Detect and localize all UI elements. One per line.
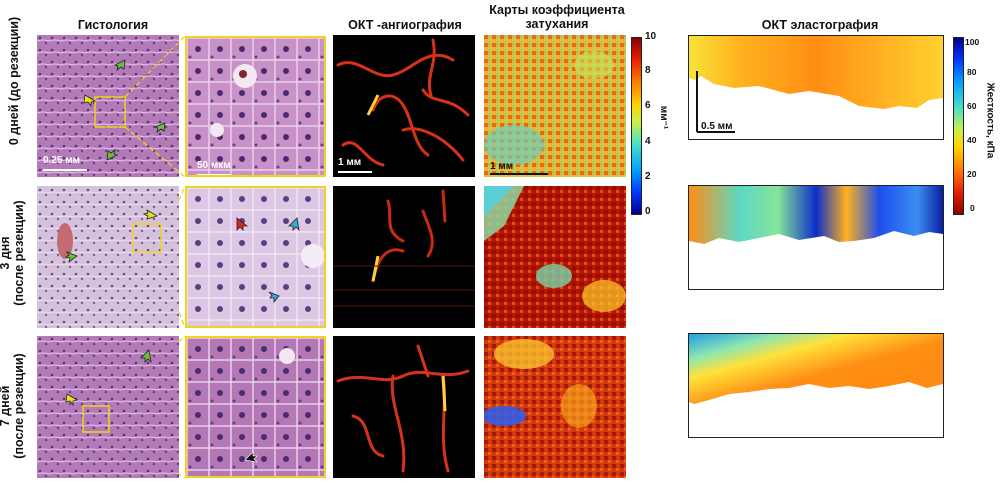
green-arrow bbox=[140, 349, 152, 364]
angiography-day0: 1 мм bbox=[333, 35, 475, 177]
attenuation-day7 bbox=[484, 336, 626, 478]
zoom-frame bbox=[82, 405, 110, 433]
histology-low-day7-image bbox=[37, 336, 179, 478]
elastography-day3-image bbox=[689, 186, 943, 244]
stiff-tick: 60 bbox=[967, 101, 977, 111]
scalebar-histology-high: 50 мкм bbox=[197, 160, 231, 175]
stiff-tick: 100 bbox=[965, 37, 980, 47]
histology-high-day3-image bbox=[187, 188, 324, 326]
scalebar-histology-low: 0.25 мм bbox=[43, 155, 87, 171]
scalebar-attenuation: 1 мм bbox=[490, 161, 548, 175]
angiography-day7-image bbox=[336, 344, 470, 473]
scalebar-attenuation-label: 1 мм bbox=[490, 161, 514, 172]
angiography-day3 bbox=[333, 186, 475, 328]
histology-low-day3-image bbox=[37, 186, 179, 328]
att-tick: 4 bbox=[645, 136, 651, 147]
zoom-frame bbox=[132, 223, 162, 253]
black-arrow bbox=[244, 451, 258, 463]
attenuation-day0: 1 мм bbox=[484, 35, 626, 177]
elastography-day0: 0.5 мм bbox=[688, 35, 944, 140]
stiff-label: Жесткость, кПа bbox=[984, 82, 996, 159]
scalebar-elastography-label: 0.5 мм bbox=[701, 121, 733, 132]
attenuation-colorbar bbox=[631, 37, 642, 215]
blue-arrow bbox=[268, 291, 280, 304]
blue-arrow bbox=[288, 217, 300, 232]
header-histology: Гистология bbox=[77, 18, 149, 32]
stiff-tick: 20 bbox=[967, 169, 977, 179]
attenuation-day3 bbox=[484, 186, 626, 328]
yellow-arrow bbox=[142, 209, 158, 220]
histology-high-day7-image bbox=[187, 338, 324, 476]
elastography-day7 bbox=[688, 333, 944, 438]
angiography-day0-image bbox=[336, 38, 470, 167]
green-arrow bbox=[113, 59, 126, 71]
elastography-day3 bbox=[688, 185, 944, 290]
header-attenuation-line2: затухания bbox=[525, 17, 589, 31]
histology-low-day0-image bbox=[37, 35, 179, 177]
stiffness-colorbar bbox=[953, 37, 964, 215]
angiography-day3-image bbox=[333, 189, 475, 307]
elastography-day0-image bbox=[689, 36, 943, 133]
att-tick: 6 bbox=[645, 100, 651, 111]
histology-high-day0: 50 мкм bbox=[185, 36, 326, 177]
att-tick: 0 bbox=[645, 206, 651, 217]
yellow-arrow bbox=[83, 94, 97, 108]
stiff-tick: 40 bbox=[967, 135, 977, 145]
green-arrow bbox=[106, 149, 119, 161]
scalebar-angiography-label: 1 мм bbox=[338, 157, 362, 168]
elastography-day7-image bbox=[689, 334, 943, 404]
header-elastography: ОКТ эластография bbox=[761, 18, 879, 32]
red-arrow bbox=[236, 217, 249, 231]
att-tick: 8 bbox=[645, 65, 651, 76]
histology-high-day0-image bbox=[187, 38, 324, 175]
stiff-tick: 0 bbox=[970, 203, 975, 213]
yellow-arrow bbox=[65, 393, 79, 407]
histology-low-day3 bbox=[37, 186, 179, 328]
attenuation-day0-image bbox=[484, 35, 626, 177]
green-arrow bbox=[65, 251, 78, 263]
angiography-day7 bbox=[333, 336, 475, 478]
zoom-frame bbox=[94, 96, 126, 128]
histology-low-day7 bbox=[37, 336, 179, 478]
header-angiography: ОКТ -ангиография bbox=[348, 18, 462, 32]
stiff-tick: 80 bbox=[967, 67, 977, 77]
att-unit: мм⁻¹ bbox=[658, 105, 670, 130]
att-tick: 10 bbox=[645, 31, 657, 42]
scalebar-histology-low-label: 0.25 мм bbox=[43, 155, 81, 166]
histology-high-day7 bbox=[185, 336, 326, 478]
header-attenuation: Карты коэффициента затухания bbox=[482, 3, 632, 31]
histology-low-day0: 0.25 мм bbox=[37, 35, 179, 177]
scalebar-angiography: 1 мм bbox=[338, 157, 372, 173]
header-attenuation-line1: Карты коэффициента bbox=[489, 3, 625, 17]
attenuation-day7-image bbox=[484, 336, 626, 478]
att-tick: 2 bbox=[645, 171, 651, 182]
attenuation-day3-image bbox=[484, 186, 626, 328]
green-arrow bbox=[153, 122, 166, 133]
histology-high-day3 bbox=[185, 186, 326, 328]
scalebar-histology-high-label: 50 мкм bbox=[197, 160, 231, 171]
